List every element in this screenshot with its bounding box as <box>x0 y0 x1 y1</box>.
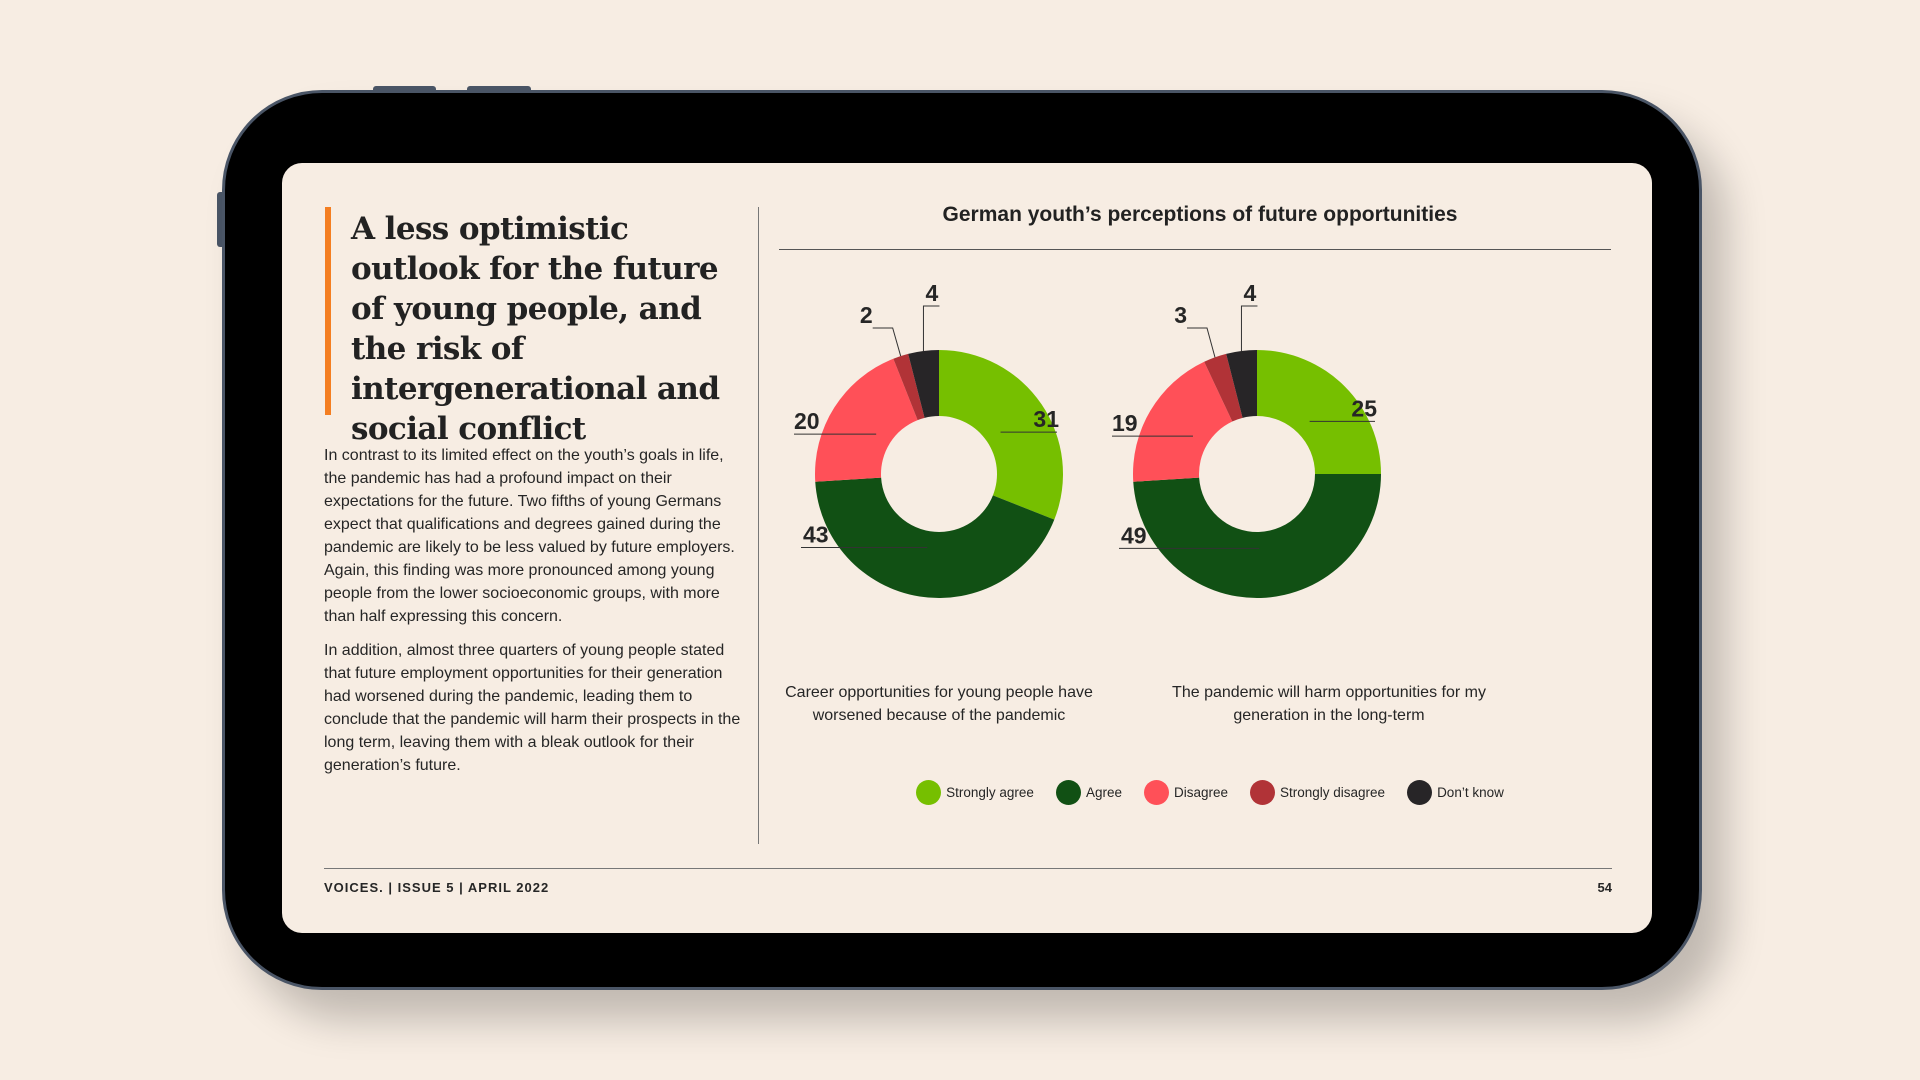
volume-down-hardware-button <box>467 86 531 92</box>
chart-2-slice-disagree <box>1133 361 1233 482</box>
legend-item-dont-know: Don’t know <box>1407 780 1504 805</box>
chart-1-slice-strongly-disagree <box>893 353 925 421</box>
chart-1-slice-agree <box>815 477 1055 598</box>
chart-1-slice-dont-know <box>908 350 939 418</box>
chart-2-leader-line <box>1240 305 1258 351</box>
legend-label: Don’t know <box>1437 785 1504 800</box>
volume-up-hardware-button <box>373 86 436 92</box>
chart-1-caption: Career opportunities for young people ha… <box>785 684 1093 724</box>
legend-swatch-disagree <box>1143 780 1169 805</box>
chart-2-data-label-strongly-disagree: 3 <box>1174 302 1187 328</box>
chart-1-data-label-disagree: 20 <box>794 408 820 434</box>
page-number: 54 <box>1597 880 1612 895</box>
legend-swatch-strongly-agree <box>916 780 942 805</box>
article-body: In contrast to its limited effect on the… <box>324 444 744 788</box>
tablet-screen: A less optimistic outlook for the future… <box>282 163 1652 933</box>
chart-2-data-label-agree: 49 <box>1121 522 1147 548</box>
footer-publication-info: VOICES. | ISSUE 5 | APRIL 2022 <box>324 880 549 895</box>
chart-2-caption: The pandemic will harm opportunities for… <box>1172 684 1486 724</box>
article-paragraph-2: In addition, almost three quarters of yo… <box>324 642 741 774</box>
chart-1-slice-strongly-agree <box>939 350 1063 520</box>
chart-1-leader-line <box>922 305 940 351</box>
legend-item-strongly-disagree: Strongly disagree <box>1250 780 1385 805</box>
footer-separator: | <box>388 880 394 895</box>
legend-item-disagree: Disagree <box>1143 780 1228 805</box>
legend-label: Disagree <box>1173 785 1228 800</box>
donut-charts: 31 43 20 2 4 25 49 19 3 4 <box>794 280 1381 598</box>
chart-title: German youth’s perceptions of future opp… <box>942 203 1458 226</box>
chart-1-data-label-strongly-agree: 31 <box>1033 406 1059 432</box>
legend-item-strongly-agree: Strongly agree <box>916 780 1034 805</box>
legend-item-agree: Agree <box>1055 780 1122 805</box>
chart-2-slice-strongly-disagree <box>1204 353 1243 422</box>
chart-1-slice-disagree <box>815 358 918 482</box>
legend-swatch-strongly-disagree <box>1250 780 1275 805</box>
legend-label: Agree <box>1085 785 1122 800</box>
chart-2-data-label-strongly-agree: 25 <box>1351 395 1377 421</box>
chart-2-data-label-dont-know: 4 <box>1243 280 1256 306</box>
chart-1-data-label-agree: 43 <box>803 521 829 547</box>
chart-2-slice-agree <box>1133 474 1381 598</box>
chart-2-data-label-disagree: 19 <box>1112 410 1138 436</box>
footer-rule <box>324 868 1612 869</box>
article-headline: A less optimistic outlook for the future… <box>351 211 720 447</box>
chart-1-data-label-strongly-disagree: 2 <box>860 302 873 328</box>
headline-accent-bar <box>325 207 331 415</box>
legend-swatch-agree <box>1055 780 1081 805</box>
legend-label: Strongly agree <box>946 785 1034 800</box>
chart-1-data-label-dont-know: 4 <box>925 280 938 306</box>
legend-label: Strongly disagree <box>1280 785 1386 800</box>
article-paragraph-1: In contrast to its limited effect on the… <box>324 447 735 625</box>
chart-2-leader-line <box>1186 327 1216 358</box>
footer-issue: ISSUE 5 <box>397 880 455 895</box>
column-divider <box>758 207 759 844</box>
chart-2-slice-dont-know <box>1226 350 1257 418</box>
footer-date: APRIL 2022 <box>467 880 550 895</box>
legend-swatch-dont-know <box>1407 780 1433 805</box>
chart-1-leader-line <box>872 327 902 357</box>
chart-2-slice-strongly-agree <box>1257 350 1381 474</box>
footer-publication: VOICES. <box>324 880 384 895</box>
chart-legend: Strongly agree Agree Disagree Strongly d… <box>889 780 1531 805</box>
footer-separator: | <box>459 880 464 895</box>
chart-title-rule <box>779 249 1611 250</box>
power-hardware-button <box>217 192 224 247</box>
